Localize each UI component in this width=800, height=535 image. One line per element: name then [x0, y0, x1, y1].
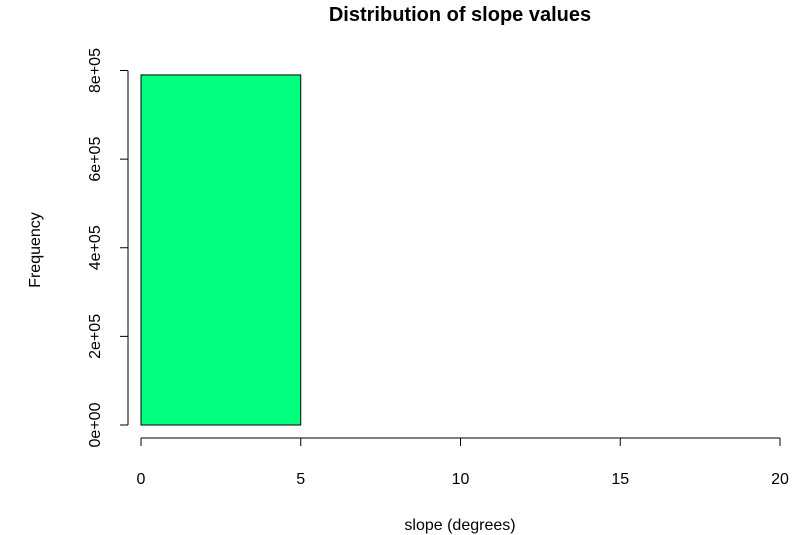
y-tick-label-3: 6e+05 — [87, 137, 104, 182]
x-tick-label-3: 15 — [611, 471, 629, 488]
y-tick-label-2: 4e+05 — [87, 225, 104, 270]
y-axis: 0e+00 2e+05 4e+05 6e+05 8e+05 — [87, 48, 129, 447]
x-tick-label-4: 20 — [771, 471, 789, 488]
y-tick-label-1: 2e+05 — [87, 314, 104, 359]
y-tick-label-4: 8e+05 — [87, 48, 104, 93]
x-tick-label-0: 0 — [137, 471, 146, 488]
y-axis-label: Frequency — [27, 212, 44, 288]
bars-group — [140, 74, 302, 426]
y-tick-label-0: 0e+00 — [87, 402, 104, 447]
x-tick-label-2: 10 — [452, 471, 470, 488]
x-axis-label: slope (degrees) — [404, 517, 515, 534]
histogram-bar-0 — [140, 74, 302, 426]
x-axis: 0 5 10 15 20 — [137, 437, 789, 488]
chart-title: Distribution of slope values — [329, 4, 591, 26]
x-tick-label-1: 5 — [296, 471, 305, 488]
